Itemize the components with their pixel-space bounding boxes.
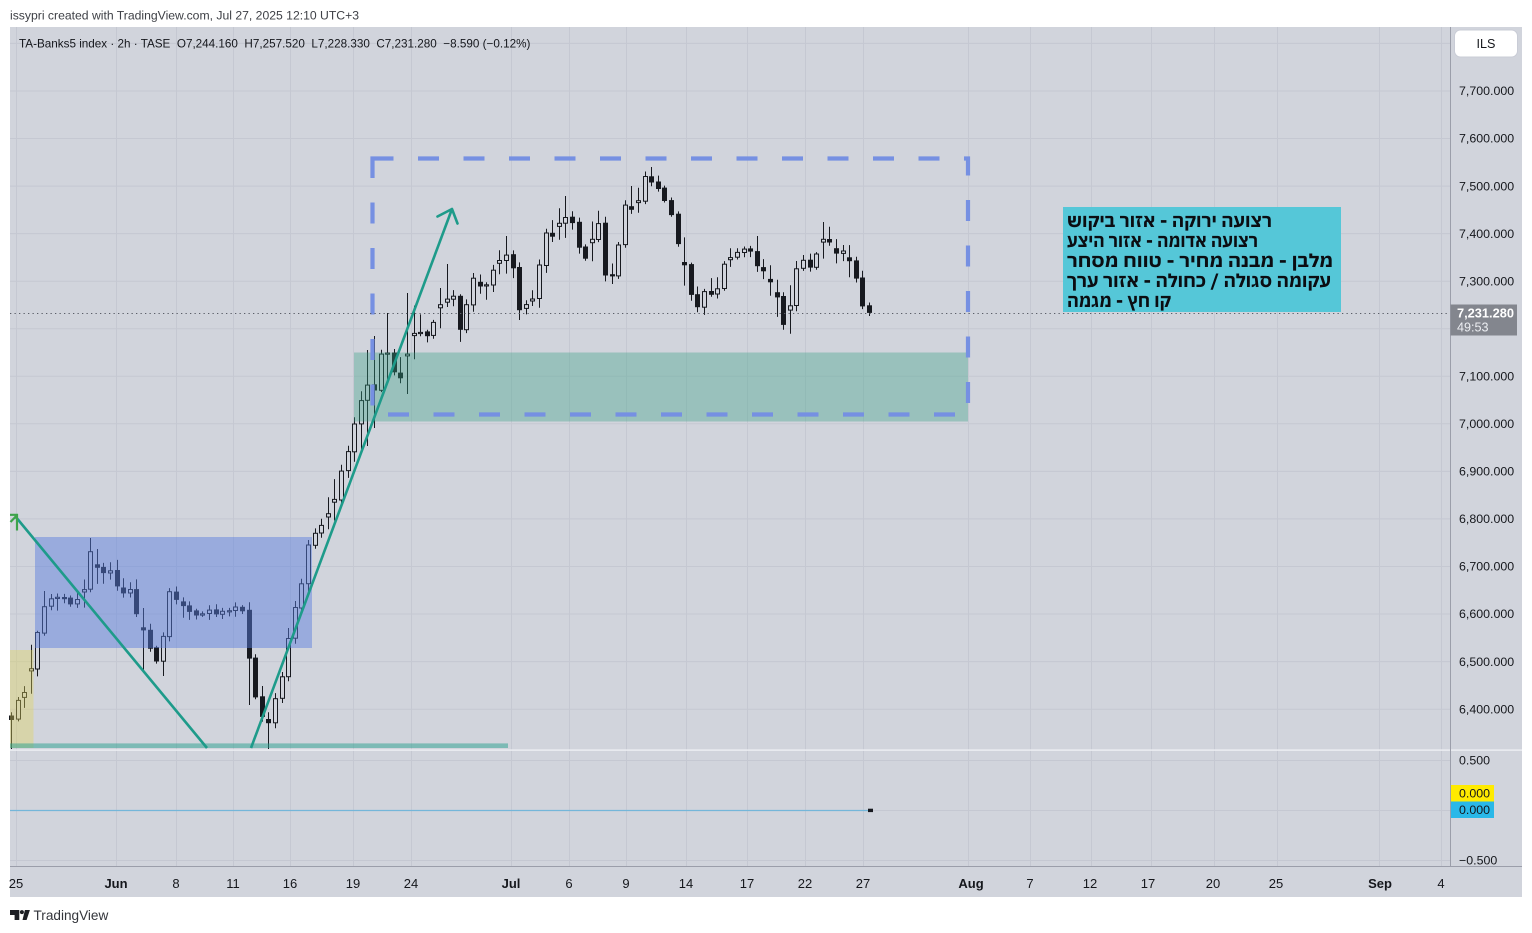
svg-text:7,500.000: 7,500.000	[1459, 179, 1514, 193]
svg-text:27: 27	[856, 876, 870, 891]
svg-text:6,900.000: 6,900.000	[1459, 465, 1514, 479]
svg-text:issypri created with TradingVi: issypri created with TradingView.com, Ju…	[10, 9, 359, 23]
svg-text:Sep: Sep	[1368, 876, 1392, 891]
svg-text:6,400.000: 6,400.000	[1459, 702, 1514, 716]
svg-text:8: 8	[172, 876, 179, 891]
svg-text:7,231.280: 7,231.280	[1457, 306, 1514, 321]
svg-text:25: 25	[1269, 876, 1283, 891]
svg-text:ILS: ILS	[1477, 37, 1496, 51]
svg-text:6,700.000: 6,700.000	[1459, 560, 1514, 574]
svg-text:17: 17	[740, 876, 754, 891]
svg-text:4: 4	[1437, 876, 1444, 891]
svg-text:TA-Banks5 index · 2h · TASE O: TA-Banks5 index · 2h · TASE O7,244.160 H…	[19, 38, 530, 51]
svg-text:7: 7	[1026, 876, 1033, 891]
svg-text:16: 16	[283, 876, 297, 891]
svg-text:6: 6	[565, 876, 572, 891]
svg-text:49:53: 49:53	[1457, 321, 1489, 335]
svg-text:24: 24	[404, 876, 418, 891]
svg-text:0.500: 0.500	[1459, 754, 1490, 768]
svg-text:−0.500: −0.500	[1459, 854, 1497, 868]
svg-text:7,600.000: 7,600.000	[1459, 132, 1514, 146]
svg-text:TradingView: TradingView	[34, 908, 109, 923]
svg-text:Jun: Jun	[104, 876, 127, 891]
svg-text:6,600.000: 6,600.000	[1459, 607, 1514, 621]
svg-text:22: 22	[798, 876, 812, 891]
svg-text:Aug: Aug	[958, 876, 983, 891]
svg-text:0.000: 0.000	[1459, 787, 1490, 801]
svg-text:7,000.000: 7,000.000	[1459, 417, 1514, 431]
svg-text:7,300.000: 7,300.000	[1459, 274, 1514, 288]
svg-text:Jul: Jul	[502, 876, 521, 891]
svg-text:9: 9	[622, 876, 629, 891]
svg-text:7,100.000: 7,100.000	[1459, 370, 1514, 384]
svg-text:0.000: 0.000	[1459, 803, 1490, 817]
svg-text:12: 12	[1083, 876, 1097, 891]
svg-text:20: 20	[1206, 876, 1220, 891]
svg-text:6,800.000: 6,800.000	[1459, 512, 1514, 526]
svg-text:14: 14	[679, 876, 693, 891]
svg-text:11: 11	[226, 876, 240, 891]
svg-text:7,400.000: 7,400.000	[1459, 227, 1514, 241]
svg-text:7,700.000: 7,700.000	[1459, 84, 1514, 98]
svg-text:19: 19	[346, 876, 360, 891]
svg-text:17: 17	[1141, 876, 1155, 891]
svg-text:25: 25	[9, 876, 23, 891]
svg-text:6,500.000: 6,500.000	[1459, 655, 1514, 669]
